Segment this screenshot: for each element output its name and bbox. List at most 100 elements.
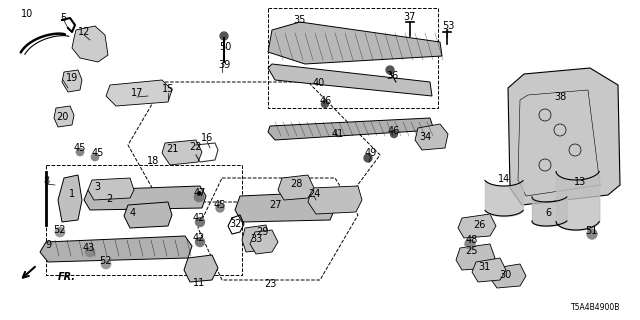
Text: 23: 23 — [264, 279, 276, 289]
Text: 12: 12 — [78, 27, 90, 37]
Polygon shape — [40, 236, 192, 262]
Text: 14: 14 — [498, 174, 510, 184]
Polygon shape — [162, 140, 202, 165]
Circle shape — [195, 237, 205, 246]
Polygon shape — [62, 70, 82, 92]
Text: 16: 16 — [201, 133, 213, 143]
Text: 32: 32 — [230, 219, 242, 229]
Text: 20: 20 — [56, 112, 68, 122]
Text: 2: 2 — [106, 194, 112, 204]
Text: 52: 52 — [52, 225, 65, 235]
Text: 45: 45 — [92, 148, 104, 158]
Circle shape — [386, 66, 394, 74]
Circle shape — [364, 154, 372, 162]
Polygon shape — [250, 230, 278, 254]
Polygon shape — [84, 186, 206, 210]
Circle shape — [390, 131, 397, 138]
Text: 46: 46 — [320, 96, 332, 106]
Circle shape — [76, 148, 84, 156]
Text: 34: 34 — [419, 132, 431, 142]
Text: 38: 38 — [554, 92, 566, 102]
Text: 53: 53 — [442, 21, 454, 31]
Circle shape — [85, 247, 95, 257]
Circle shape — [91, 153, 99, 161]
Text: 33: 33 — [250, 234, 262, 244]
Text: 21: 21 — [166, 144, 178, 154]
Text: 13: 13 — [574, 177, 586, 187]
Text: 17: 17 — [131, 88, 143, 98]
Text: 40: 40 — [313, 78, 325, 88]
Text: 22: 22 — [189, 142, 202, 152]
Polygon shape — [508, 68, 620, 205]
Polygon shape — [456, 244, 495, 270]
Text: 4: 4 — [130, 208, 136, 218]
Polygon shape — [184, 255, 218, 282]
Text: 19: 19 — [66, 73, 78, 83]
Text: 26: 26 — [473, 220, 485, 230]
Circle shape — [55, 227, 65, 237]
Circle shape — [195, 218, 205, 227]
Polygon shape — [124, 202, 172, 228]
Polygon shape — [72, 26, 108, 62]
Text: 39: 39 — [218, 60, 230, 70]
Text: 18: 18 — [147, 156, 159, 166]
Text: 28: 28 — [290, 179, 302, 189]
Text: 9: 9 — [45, 240, 51, 250]
Polygon shape — [268, 118, 434, 140]
Polygon shape — [268, 22, 442, 64]
Polygon shape — [242, 225, 270, 252]
Circle shape — [101, 259, 111, 269]
Text: 11: 11 — [193, 278, 205, 288]
Text: 43: 43 — [83, 243, 95, 253]
Polygon shape — [472, 258, 506, 282]
Text: FR.: FR. — [58, 272, 76, 282]
Text: 31: 31 — [478, 262, 490, 272]
Text: 45: 45 — [214, 200, 226, 210]
Text: 5: 5 — [60, 13, 66, 23]
Circle shape — [194, 192, 204, 202]
Text: 8: 8 — [43, 176, 49, 186]
Text: 48: 48 — [466, 235, 478, 245]
Polygon shape — [235, 192, 336, 222]
Text: 41: 41 — [332, 129, 344, 139]
Text: 3: 3 — [94, 182, 100, 192]
Text: 29: 29 — [256, 227, 268, 237]
Circle shape — [321, 100, 328, 108]
Text: 50: 50 — [219, 42, 231, 52]
Circle shape — [587, 229, 597, 239]
Text: 42: 42 — [193, 213, 205, 223]
Text: 25: 25 — [466, 246, 478, 256]
Text: 42: 42 — [193, 233, 205, 243]
Polygon shape — [54, 106, 74, 127]
Polygon shape — [458, 214, 496, 238]
Text: ●: ● — [196, 190, 202, 196]
Polygon shape — [58, 175, 82, 222]
Text: 6: 6 — [545, 208, 551, 218]
Text: 30: 30 — [499, 270, 511, 280]
Text: 51: 51 — [585, 226, 597, 236]
Circle shape — [220, 32, 228, 40]
Circle shape — [465, 239, 475, 249]
Polygon shape — [415, 124, 448, 150]
Text: 15: 15 — [162, 84, 174, 94]
Text: 46: 46 — [388, 126, 400, 136]
Text: 35: 35 — [294, 15, 306, 25]
Text: 45: 45 — [74, 143, 86, 153]
Polygon shape — [278, 175, 314, 200]
Text: 10: 10 — [21, 9, 33, 19]
Text: 52: 52 — [99, 256, 111, 266]
Circle shape — [216, 204, 224, 212]
Text: 37: 37 — [404, 12, 416, 22]
Text: 47: 47 — [194, 188, 206, 198]
Polygon shape — [268, 64, 432, 96]
Polygon shape — [106, 80, 172, 106]
Text: 49: 49 — [365, 148, 377, 158]
Text: 1: 1 — [69, 189, 75, 199]
Text: T5A4B4900B: T5A4B4900B — [571, 303, 620, 312]
Text: 36: 36 — [386, 71, 398, 81]
Polygon shape — [490, 264, 526, 288]
Polygon shape — [88, 178, 134, 200]
Polygon shape — [308, 186, 362, 214]
Text: 27: 27 — [269, 200, 282, 210]
Text: 24: 24 — [308, 189, 320, 199]
